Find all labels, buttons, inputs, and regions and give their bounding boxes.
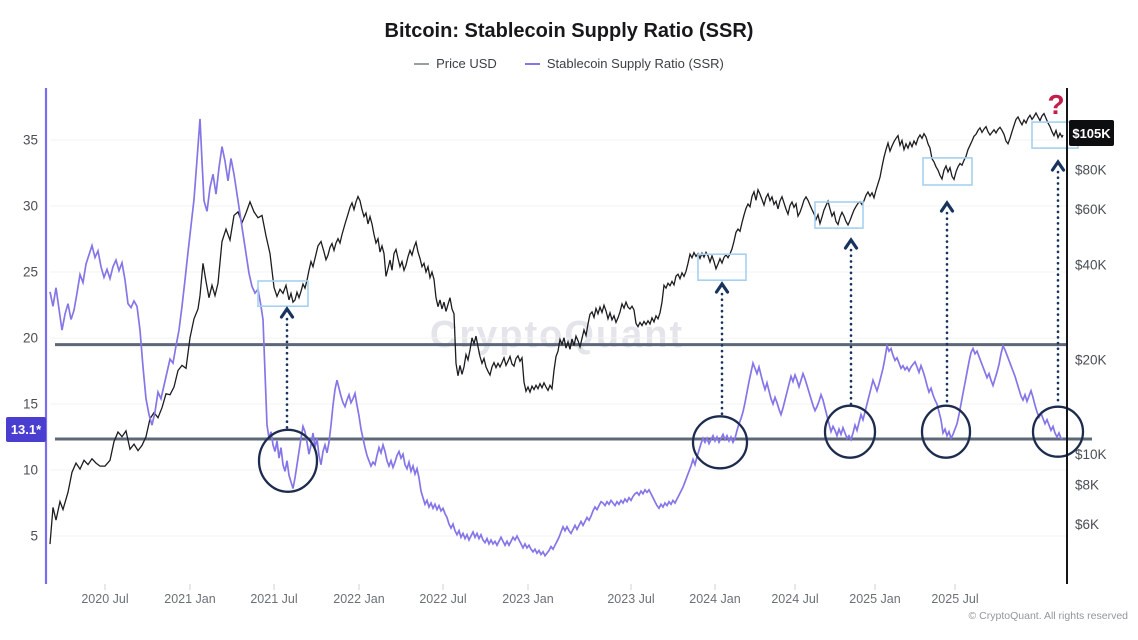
x-axis-ticks: 2020 Jul 2021 Jan 2021 Jul 2022 Jan 2022 Jul… [81, 584, 979, 606]
x-tick-label: 2021 Jul [250, 592, 297, 606]
x-tick-label: 2024 Jul [771, 592, 818, 606]
left-axis-label: 30 [23, 199, 38, 214]
price-range-box [814, 201, 864, 229]
ssr-current-value: 13.1* [11, 422, 42, 437]
ssr-dip-circles [257, 404, 1085, 493]
ssr-dip-circle [920, 404, 972, 459]
right-axis-label: $20K [1075, 352, 1107, 367]
left-axis-label: 5 [30, 529, 38, 544]
ssr-dip-circle [1031, 405, 1085, 458]
x-tick-label: 2023 Jan [502, 592, 553, 606]
ssr-current-badge: 13.1* [6, 417, 46, 442]
ssr-dip-circle [823, 404, 877, 459]
x-tick-label: 2021 Jan [164, 592, 215, 606]
left-axis-labels: 5 10 15 20 25 30 35 [23, 133, 38, 544]
price-current-value: $105K [1072, 126, 1111, 141]
right-axis-labels: $80K $60K $40K $20K $10K $8K $6K [1075, 163, 1107, 532]
arrow-head-icon [279, 306, 295, 319]
price-range-box [697, 253, 747, 281]
ssr-dip-circle [257, 428, 319, 493]
annotation-arrows [279, 159, 1066, 434]
left-axis-label: 15 [23, 397, 38, 412]
price-current-badge: $105K [1069, 120, 1114, 146]
ssr-series-line [49, 118, 1063, 558]
ssr-dip-circle [691, 415, 749, 470]
right-axis-label: $40K [1075, 258, 1107, 273]
support-lines [55, 343, 1092, 441]
price-line-swatch [414, 62, 430, 65]
right-axis-label: $80K [1075, 163, 1107, 178]
question-mark-annotation: ? [1047, 89, 1064, 120]
price-range-box [257, 280, 309, 308]
price-range-box [922, 157, 973, 186]
x-tick-label: 2023 Jul [607, 592, 654, 606]
x-tick-label: 2024 Jan [689, 592, 740, 606]
x-tick-label: 2020 Jul [81, 592, 128, 606]
legend-label-ssr: Stablecoin Supply Ratio (SSR) [546, 56, 724, 71]
left-axis-label: 25 [23, 265, 38, 280]
chart-title: Bitcoin: Stablecoin Supply Ratio (SSR) [384, 20, 754, 42]
x-tick-label: 2022 Jan [333, 592, 384, 606]
right-axis-label: $60K [1075, 202, 1107, 217]
arrow-head-icon [939, 200, 955, 213]
left-axis-label: 20 [23, 331, 38, 346]
price-consolidation-boxes [257, 121, 1079, 308]
arrow-head-icon [843, 237, 859, 250]
arrow-head-icon [1050, 159, 1066, 172]
right-axis-label: $10K [1075, 447, 1107, 462]
ssr-badge-background [6, 417, 46, 442]
ssr-line-swatch [524, 62, 540, 65]
price-badge-background [1069, 120, 1114, 146]
x-tick-label: 2022 Jul [419, 592, 466, 606]
left-axis-label: 35 [23, 133, 38, 148]
legend-label-price-usd: Price USD [436, 56, 497, 71]
gridlines [50, 139, 1066, 537]
right-axis-label: $8K [1075, 478, 1099, 493]
price-series-line [49, 111, 1064, 545]
left-axis-label: 10 [23, 463, 38, 478]
copyright-text: © CryptoQuant. All rights reserved [969, 610, 1129, 622]
arrow-head-icon [714, 281, 730, 294]
right-axis-label: $6K [1075, 517, 1099, 532]
x-tick-label: 2025 Jul [931, 592, 978, 606]
x-tick-label: 2025 Jan [849, 592, 900, 606]
legend-item-price-usd[interactable]: Price USD [414, 56, 497, 71]
chart-legend: Price USD Stablecoin Supply Ratio (SSR) [0, 56, 1138, 71]
watermark: CryptoQuant [430, 314, 684, 356]
legend-item-ssr[interactable]: Stablecoin Supply Ratio (SSR) [524, 56, 724, 71]
